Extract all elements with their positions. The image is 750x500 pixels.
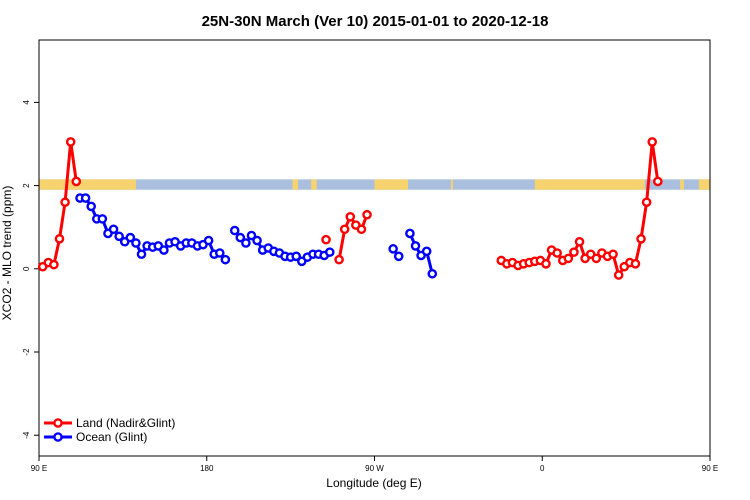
data-point [388, 244, 398, 254]
data-point [324, 247, 335, 257]
data-point [54, 234, 65, 244]
data-point [321, 234, 331, 245]
y-tick-label: 4 [22, 100, 31, 105]
land-band-segment [374, 179, 409, 190]
x-tick-label: 90 E [31, 464, 47, 473]
y-axis: -4 -2 0 2 4 [22, 100, 39, 439]
series-layer [37, 137, 663, 280]
land-band-segment [39, 179, 136, 190]
y-tick-label: -4 [22, 431, 31, 439]
legend-entry-label: Land (Nadir&Glint) [76, 416, 175, 430]
chart-title: 25N-30N March (Ver 10) 2015-01-01 to 202… [202, 13, 549, 30]
data-point [647, 137, 658, 147]
data-point [613, 270, 624, 280]
data-point [410, 241, 421, 251]
land-band-segment [311, 179, 317, 190]
data-point [339, 224, 350, 235]
x-tick-label: 90 E [702, 464, 718, 473]
series-1 [75, 193, 438, 279]
x-tick-label: 0 [540, 464, 545, 473]
data-point [86, 201, 96, 212]
data-point [252, 235, 262, 246]
data-point [541, 259, 551, 269]
x-tick-label: 90 W [365, 464, 384, 473]
data-point [574, 236, 585, 247]
legend: Land (Nadir&Glint)Ocean (Glint) [44, 416, 175, 444]
data-point [345, 211, 356, 222]
data-point [203, 235, 214, 246]
data-point [214, 248, 225, 258]
legend-entry-label: Ocean (Glint) [76, 430, 147, 444]
data-point [71, 176, 82, 187]
data-point [334, 254, 344, 265]
data-point [65, 137, 76, 147]
legend-swatch-marker [53, 432, 63, 442]
data-point [405, 228, 415, 239]
data-point [291, 251, 302, 262]
data-point [362, 209, 372, 220]
y-axis-label: XCO2 - MLO trend (ppm) [0, 186, 14, 321]
data-point [241, 238, 251, 248]
data-point [97, 214, 108, 224]
x-tick-label: 180 [200, 464, 214, 473]
data-point [131, 238, 141, 248]
series-line [500, 141, 660, 279]
data-point [229, 225, 240, 236]
y-tick-label: 2 [22, 183, 31, 188]
data-point [427, 268, 438, 279]
x-axis-label: Longitude (deg E) [326, 476, 421, 490]
land-ocean-band [39, 179, 710, 190]
data-point [641, 197, 652, 208]
data-point [393, 251, 404, 262]
data-point [636, 234, 646, 244]
y-tick-label: -2 [22, 348, 31, 356]
data-point [608, 249, 618, 260]
land-band-segment [450, 179, 453, 190]
data-point [569, 247, 579, 257]
data-point [653, 176, 663, 187]
data-point [591, 253, 602, 264]
land-band-segment [292, 179, 299, 190]
data-point [235, 232, 246, 243]
data-point [108, 224, 119, 235]
data-point [563, 253, 574, 264]
series-0 [37, 137, 663, 280]
data-point [421, 246, 432, 257]
data-point [136, 249, 147, 260]
data-point [220, 254, 231, 265]
data-point [246, 230, 257, 241]
land-band-segment [534, 179, 645, 190]
data-point [60, 197, 70, 208]
data-point [80, 193, 91, 203]
land-band-segment [680, 179, 684, 190]
data-point [125, 232, 136, 243]
data-point [552, 248, 562, 258]
data-point [630, 259, 641, 269]
x-axis: 90 E 180 90 W 0 90 E [31, 456, 718, 473]
land-band-segment [698, 179, 710, 190]
y-tick-label: 0 [22, 266, 31, 271]
data-point [159, 245, 169, 255]
series-line [41, 141, 78, 268]
legend-swatch-marker [53, 418, 63, 428]
data-point [356, 224, 367, 235]
data-point [114, 231, 124, 242]
data-point [49, 259, 59, 270]
